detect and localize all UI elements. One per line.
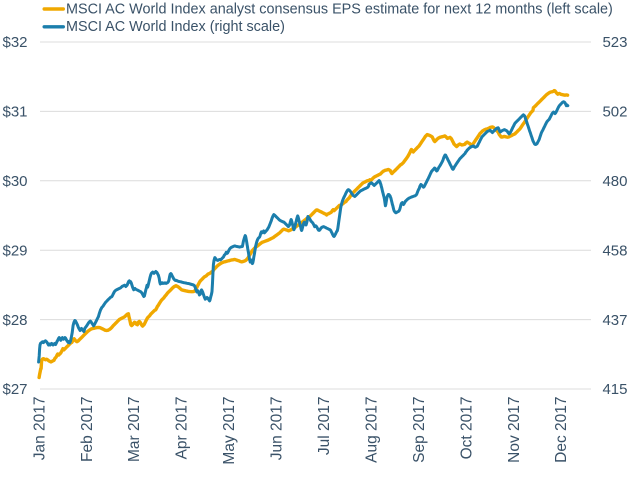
svg-text:458: 458 [602, 242, 627, 259]
svg-text:480: 480 [602, 173, 627, 190]
svg-text:Jan 2017: Jan 2017 [31, 397, 48, 461]
svg-text:MSCI AC World Index (right sca: MSCI AC World Index (right scale) [66, 19, 285, 35]
svg-text:Aug 2017: Aug 2017 [364, 397, 381, 463]
svg-text:$30: $30 [3, 173, 28, 190]
svg-text:$31: $31 [3, 104, 28, 121]
svg-text:523: 523 [602, 34, 627, 51]
svg-text:May 2017: May 2017 [221, 397, 238, 465]
svg-text:Mar 2017: Mar 2017 [126, 397, 143, 462]
svg-text:Jul 2017: Jul 2017 [316, 397, 333, 456]
svg-text:$28: $28 [3, 312, 28, 329]
svg-text:502: 502 [602, 104, 627, 121]
svg-text:Sep 2017: Sep 2017 [411, 397, 428, 463]
svg-text:$32: $32 [3, 34, 28, 51]
svg-text:Oct 2017: Oct 2017 [458, 397, 475, 460]
svg-text:415: 415 [602, 381, 627, 398]
svg-text:Feb 2017: Feb 2017 [79, 397, 96, 463]
svg-text:$29: $29 [3, 242, 28, 259]
svg-text:Dec 2017: Dec 2017 [553, 397, 570, 463]
svg-text:$27: $27 [3, 381, 28, 398]
svg-text:MSCI AC World Index analyst co: MSCI AC World Index analyst consensus EP… [66, 1, 613, 17]
svg-text:437: 437 [602, 312, 627, 329]
svg-text:Nov 2017: Nov 2017 [506, 397, 523, 463]
svg-text:Jun 2017: Jun 2017 [269, 397, 286, 461]
svg-text:Apr 2017: Apr 2017 [174, 397, 191, 460]
